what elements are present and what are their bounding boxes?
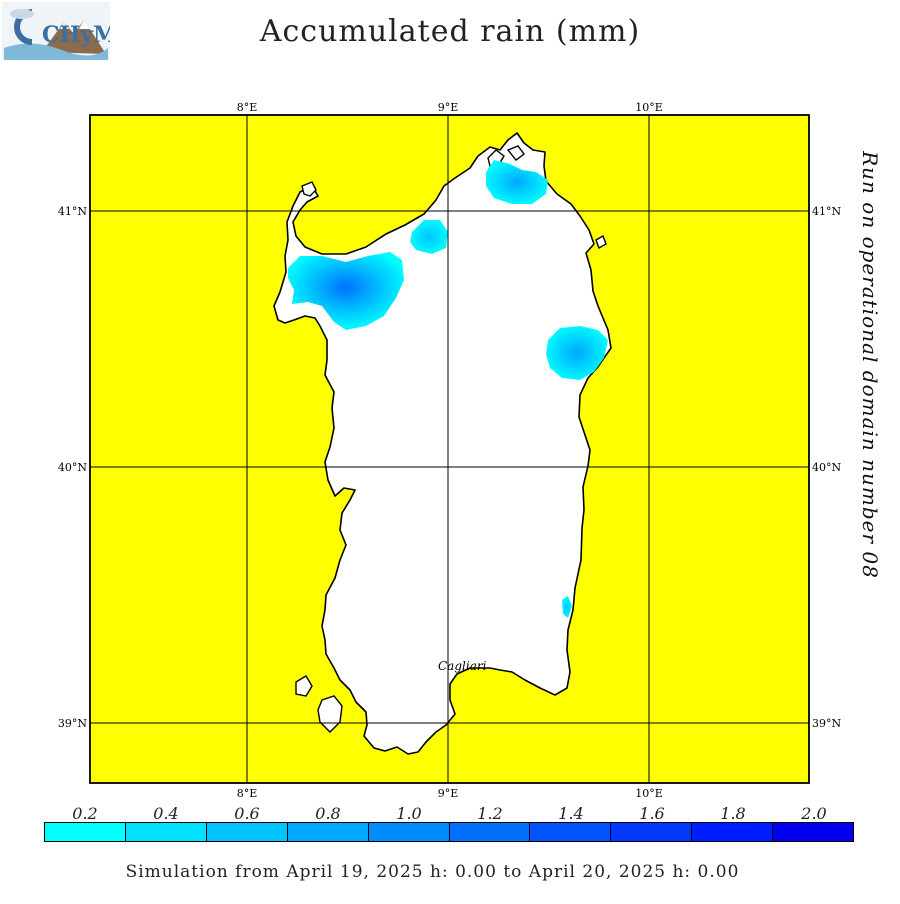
bottom-lon-tick: 10°E — [635, 787, 663, 800]
legend-swatch — [449, 823, 531, 841]
legend-value: 0.2 — [72, 804, 98, 823]
legend-value: 1.6 — [639, 804, 665, 823]
city-label-cagliari: Cagliari — [438, 659, 487, 673]
rain-patch-east — [546, 326, 608, 380]
right-lat-tick: 40°N — [812, 461, 841, 474]
legend-labels: 0.2 0.4 0.6 0.8 1.0 1.2 1.4 1.6 1.8 2.0 — [44, 804, 856, 824]
run-domain-label: Run on operational domain number 08 — [858, 151, 882, 579]
legend-value: 1.0 — [396, 804, 422, 823]
island-asinara — [301, 181, 317, 197]
page-title: Accumulated rain (mm) — [259, 14, 641, 49]
legend-swatch — [611, 823, 693, 841]
legend-value: 1.4 — [558, 804, 584, 823]
graticule — [90, 115, 809, 783]
right-lat-tick: 41°N — [812, 205, 841, 218]
legend-value: 1.8 — [720, 804, 746, 823]
legend-swatch — [368, 823, 450, 841]
rain-patch-northwest — [288, 252, 404, 330]
legend-value: 0.8 — [315, 804, 341, 823]
rain-patch-north — [410, 220, 448, 254]
rain-patch-southeast — [562, 596, 572, 618]
legend-swatch — [206, 823, 288, 841]
legend-value: 2.0 — [801, 804, 827, 823]
right-lat-tick: 39°N — [812, 717, 841, 730]
legend-value: 0.4 — [153, 804, 179, 823]
top-lon-tick: 10°E — [635, 101, 663, 114]
island-tavolara — [595, 234, 607, 250]
legend-swatch — [125, 823, 207, 841]
legend-swatch — [287, 823, 369, 841]
legend-value: 0.6 — [234, 804, 260, 823]
legend-swatch — [45, 823, 126, 841]
left-lat-tick: 40°N — [58, 461, 87, 474]
left-lat-tick: 39°N — [58, 717, 87, 730]
bottom-lon-tick: 8°E — [237, 787, 258, 800]
island-san-pietro — [295, 675, 313, 697]
legend-colorbar — [44, 822, 854, 842]
rain-patch-gallura — [486, 160, 548, 204]
logo-text: CHyM — [42, 22, 110, 48]
legend-swatch — [530, 823, 612, 841]
legend-value: 1.2 — [477, 804, 503, 823]
top-lon-tick: 8°E — [237, 101, 258, 114]
left-lat-tick: 41°N — [58, 205, 87, 218]
legend-swatch — [692, 823, 774, 841]
map-frame — [89, 114, 810, 784]
bottom-lon-tick: 9°E — [438, 787, 459, 800]
legend-swatch — [773, 823, 854, 841]
chym-logo: CHyM — [2, 2, 117, 60]
island-caprera — [506, 145, 525, 161]
simulation-period: Simulation from April 19, 2025 h: 0.00 t… — [125, 862, 740, 882]
top-lon-tick: 9°E — [438, 101, 459, 114]
